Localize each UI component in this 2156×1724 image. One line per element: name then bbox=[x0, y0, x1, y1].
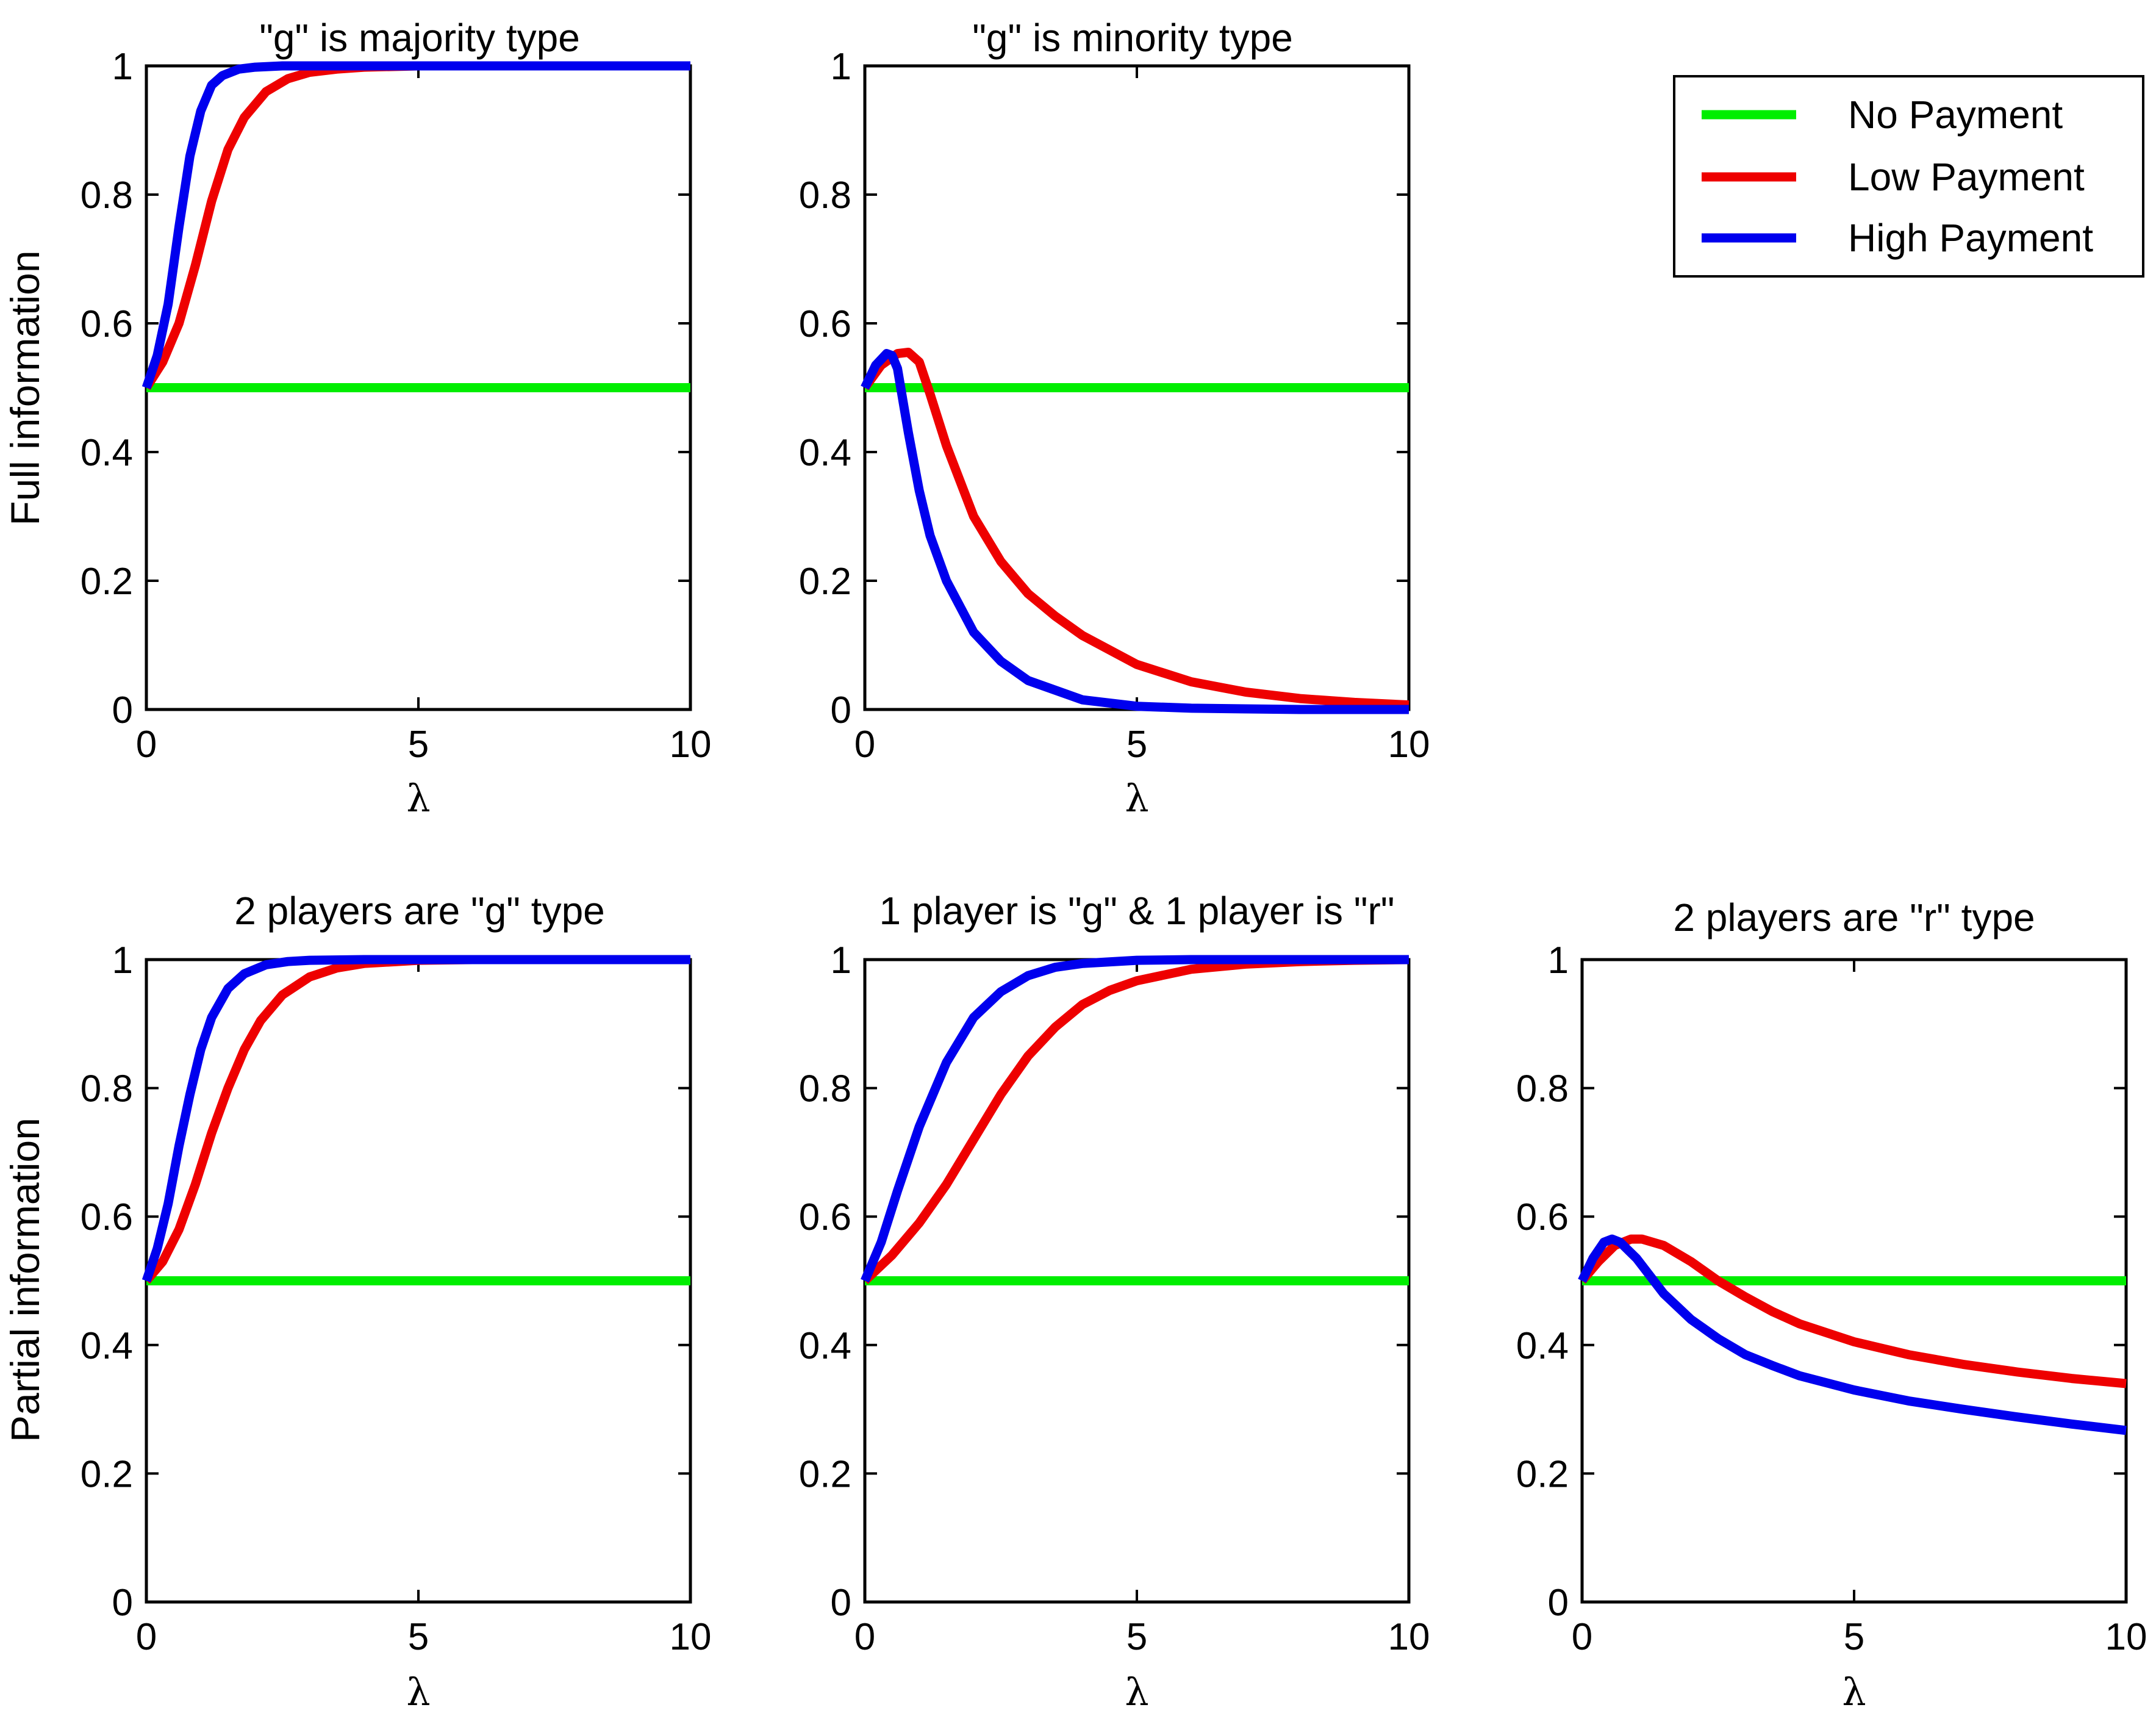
series-line-high-payment bbox=[141, 955, 690, 1282]
x-tick-label: 10 bbox=[670, 1616, 712, 1658]
y-tick-label: 0.2 bbox=[799, 561, 851, 603]
series-line-high-payment bbox=[861, 955, 1409, 1283]
y-tick-label: 0 bbox=[831, 1582, 851, 1624]
x-tick-label: 0 bbox=[854, 1616, 875, 1658]
series-line-high-payment bbox=[1578, 1234, 2127, 1435]
y-tick-label: 0.8 bbox=[81, 174, 133, 217]
y-tick-label: 0.6 bbox=[81, 1196, 133, 1238]
y-tick-label: 0.4 bbox=[81, 432, 133, 474]
panel-two-r-partial: 2 players are "r" type 0 5 10 0 0.2 0.4 0.6 0.8… bbox=[1516, 896, 2147, 1714]
y-tick-label: 0.2 bbox=[1516, 1453, 1569, 1495]
panel-title: "g" is minority type bbox=[972, 16, 1293, 60]
y-tick-label: 0.4 bbox=[799, 432, 851, 474]
legend-label-high-payment: High Payment bbox=[1848, 216, 2093, 260]
y-tick-label: 0 bbox=[831, 689, 851, 731]
y-tick-label: 1 bbox=[112, 46, 133, 88]
series-lines bbox=[141, 955, 690, 1285]
x-axis-label: λ bbox=[1125, 1670, 1148, 1714]
x-tick-label: 0 bbox=[1572, 1616, 1592, 1658]
panel-title: 2 players are "g" type bbox=[234, 889, 605, 933]
series-lines bbox=[141, 61, 690, 392]
x-tick-label: 0 bbox=[136, 724, 157, 766]
x-tick-label: 5 bbox=[1126, 1616, 1147, 1658]
series-line-high-payment bbox=[141, 61, 690, 389]
axis-ticks: 0 5 10 0 0.2 0.4 0.6 0.8 1 bbox=[81, 46, 712, 766]
y-tick-label: 0.8 bbox=[1516, 1068, 1569, 1110]
series-lines bbox=[1578, 1234, 2127, 1435]
y-tick-label: 0.2 bbox=[81, 561, 133, 603]
y-tick-label: 0.8 bbox=[81, 1068, 133, 1110]
panel-g-and-r-partial: 1 player is "g" & 1 player is "r" 0 5 1000… bbox=[799, 889, 1430, 1714]
axis-ticks: 0 5 10 0 0.2 0.4 0.6 0.8 1 bbox=[1516, 939, 2147, 1658]
y-tick-label: 1 bbox=[112, 939, 133, 982]
series-lines bbox=[861, 348, 1409, 714]
x-axis-label: λ bbox=[1125, 776, 1148, 821]
y-tick-label: 0.8 bbox=[799, 174, 851, 217]
x-tick-label: 0 bbox=[136, 1616, 157, 1658]
x-tick-label: 10 bbox=[670, 724, 712, 766]
y-tick-label: 1 bbox=[831, 939, 851, 982]
row-label-partial-information: Partial information bbox=[2, 1118, 48, 1442]
legend: No Payment Low Payment High Payment bbox=[1673, 75, 2144, 278]
axis-ticks: 0 5 10 0 0.2 0.4 0.6 0.8 1 bbox=[799, 939, 1430, 1658]
x-tick-label: 5 bbox=[1126, 724, 1147, 766]
y-tick-label: 1 bbox=[831, 46, 851, 88]
x-tick-label: 10 bbox=[1388, 1616, 1430, 1658]
row-label-full-information: Full information bbox=[2, 250, 48, 525]
panel-g-minority-full: "g" is minority type 0 5 1000.20.40.60.81 … bbox=[799, 16, 1430, 821]
x-tick-label: 5 bbox=[1844, 1616, 1864, 1658]
y-tick-label: 1 bbox=[1548, 939, 1569, 982]
series-line-low-payment bbox=[861, 348, 1409, 710]
y-tick-label: 0.6 bbox=[799, 303, 851, 345]
y-tick-label: 0 bbox=[1548, 1582, 1569, 1624]
x-tick-label: 0 bbox=[854, 724, 875, 766]
legend-label-low-payment: Low Payment bbox=[1848, 155, 2085, 199]
panel-title: 2 players are "r" type bbox=[1673, 896, 2035, 939]
series-line-high-payment bbox=[861, 349, 1409, 714]
panel-title: 1 player is "g" & 1 player is "r" bbox=[879, 889, 1395, 933]
y-tick-label: 0.6 bbox=[81, 303, 133, 345]
y-tick-label: 0.4 bbox=[799, 1325, 851, 1367]
series-lines bbox=[861, 955, 1409, 1285]
y-tick-label: 0.4 bbox=[1516, 1325, 1569, 1367]
panel-title: "g" is majority type bbox=[259, 16, 580, 60]
x-tick-label: 10 bbox=[2105, 1616, 2147, 1658]
axis-ticks: 0 5 10 0 0.2 0.4 0.6 0.8 1 bbox=[799, 46, 1430, 766]
y-tick-label: 0.8 bbox=[799, 1068, 851, 1110]
panel-g-majority-full: "g" is majority type 0 5 1000.20.40.60.81 … bbox=[2, 16, 711, 821]
x-tick-label: 5 bbox=[408, 724, 429, 766]
y-tick-label: 0.6 bbox=[1516, 1196, 1569, 1238]
legend-label-no-payment: No Payment bbox=[1848, 93, 2063, 137]
y-tick-label: 0.2 bbox=[799, 1453, 851, 1495]
x-axis-label: λ bbox=[406, 776, 430, 821]
axis-ticks: 0 5 10 0 0.2 0.4 0.6 0.8 1 bbox=[81, 939, 712, 1658]
y-tick-label: 0.6 bbox=[799, 1196, 851, 1238]
y-tick-label: 0 bbox=[112, 689, 133, 731]
x-axis-label: λ bbox=[1842, 1670, 1866, 1714]
x-tick-label: 5 bbox=[408, 1616, 429, 1658]
y-tick-label: 0 bbox=[112, 1582, 133, 1624]
y-tick-label: 0.4 bbox=[81, 1325, 133, 1367]
x-axis-label: λ bbox=[406, 1670, 430, 1714]
y-tick-label: 0.2 bbox=[81, 1453, 133, 1495]
x-tick-label: 10 bbox=[1388, 724, 1430, 766]
panel-two-g-partial: 2 players are "g" type 0 5 10 0 0.2 0.4 0.6 0.8… bbox=[2, 889, 711, 1714]
